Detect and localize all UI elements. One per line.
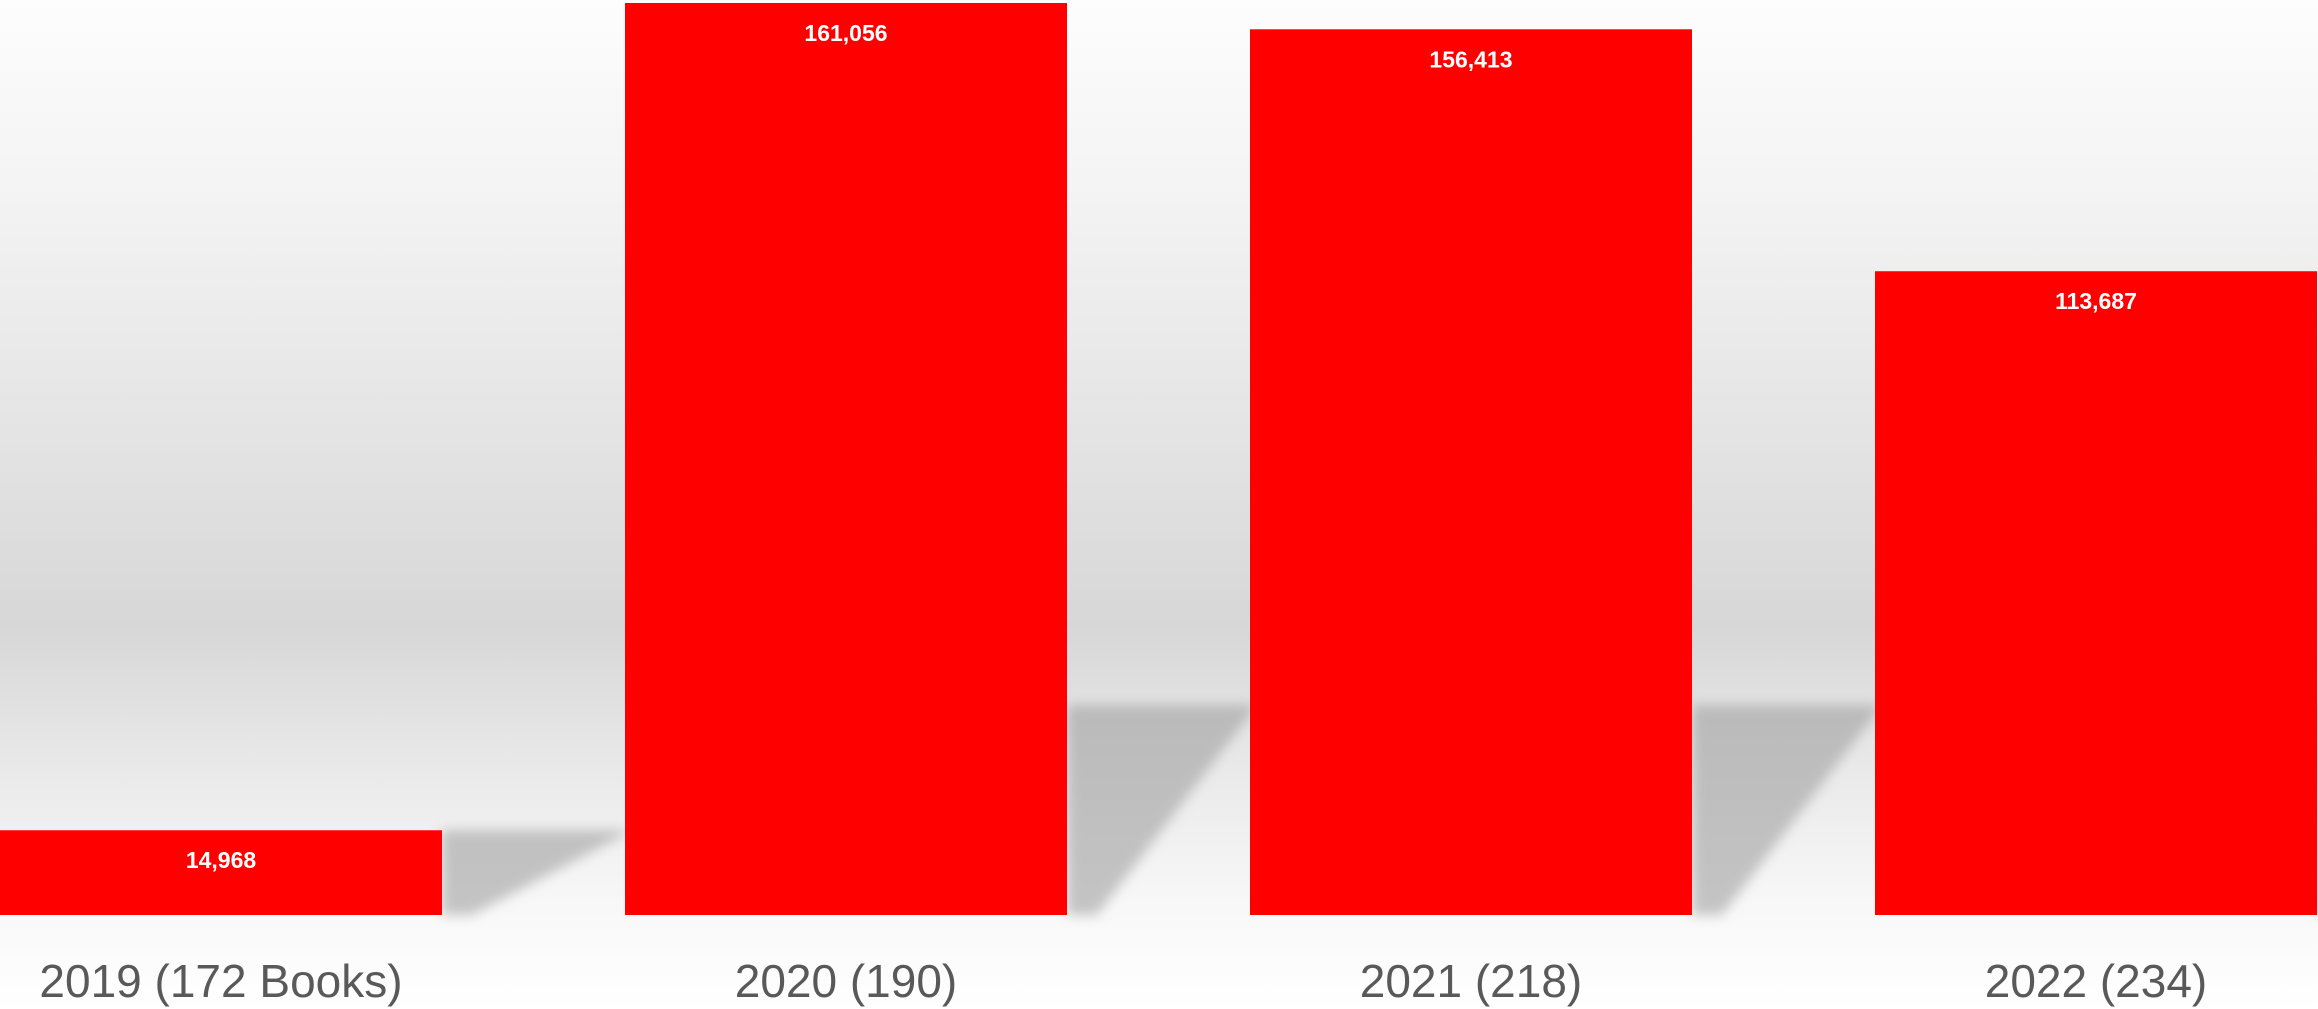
bar-shadow (1067, 705, 1257, 915)
data-label-3: 156,413 (1429, 46, 1512, 72)
data-label-2: 161,056 (804, 20, 887, 46)
bar-2 (625, 3, 1067, 915)
category-label-1: 2019 (172 Books) (39, 955, 402, 1007)
bar-1 (0, 830, 442, 915)
data-label-1: 14,968 (186, 847, 257, 873)
category-label-2: 2020 (190) (735, 955, 958, 1007)
data-label-4: 113,687 (2055, 288, 2137, 314)
category-label-3: 2021 (218) (1360, 955, 1583, 1007)
bar-shadow (442, 830, 632, 915)
bar-shadow (1692, 705, 1882, 915)
category-label-4: 2022 (234) (1985, 955, 2208, 1007)
bar-3 (1250, 29, 1692, 916)
bar-4 (1875, 271, 2317, 915)
